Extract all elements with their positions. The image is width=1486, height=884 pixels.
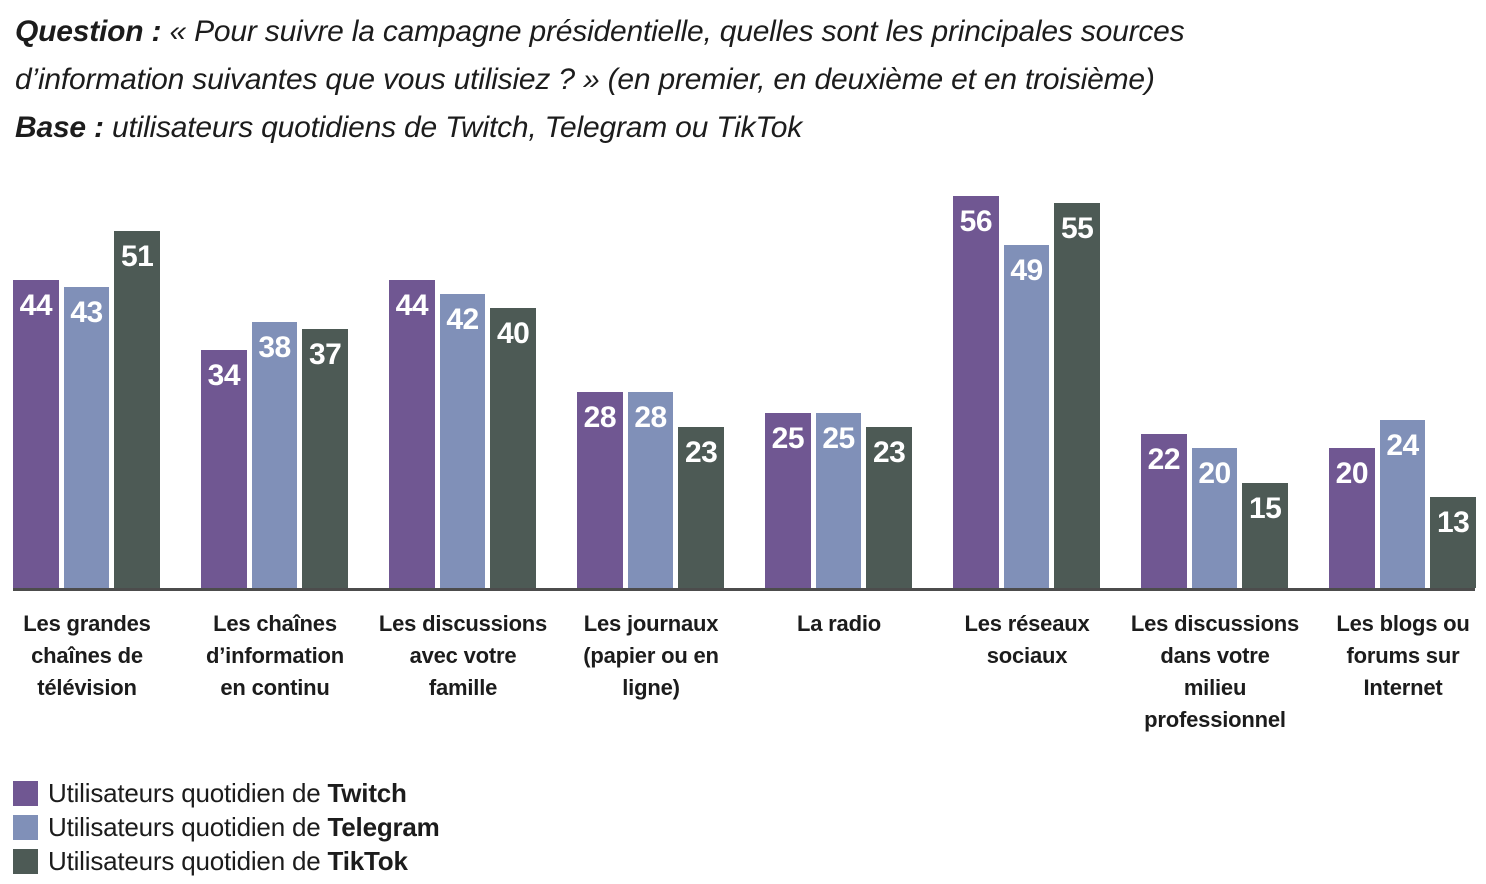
category-label: Les discussions avec votre famille xyxy=(378,611,548,700)
bar-telegram: 43 xyxy=(63,287,110,588)
question-line-2: d’information suivantes que vous utilisi… xyxy=(15,56,1476,104)
bar-telegram: 49 xyxy=(1003,245,1050,588)
bar-value-label: 37 xyxy=(308,338,342,371)
bar-group: 28 28 23 xyxy=(577,168,725,588)
legend-label-brand: Twitch xyxy=(327,777,407,808)
bar-telegram: 20 xyxy=(1191,448,1238,588)
bar-value-label: 20 xyxy=(1198,457,1231,490)
legend-label-prefix: Utilisateurs quotidien de xyxy=(48,811,328,842)
legend-label: Utilisateurs quotidien de Twitch xyxy=(48,778,407,809)
category-label: Les réseaux sociaux xyxy=(964,611,1090,668)
bar-tiktok: 55 xyxy=(1054,203,1101,588)
legend-label: Utilisateurs quotidien de Telegram xyxy=(48,812,440,843)
bar-value-label: 34 xyxy=(207,359,241,392)
bar-group: 56 49 55 xyxy=(953,168,1101,588)
legend-item-telegram: Utilisateurs quotidien de Telegram xyxy=(13,810,1486,844)
bar-group: 44 42 40 xyxy=(389,168,537,588)
base-line: Base : utilisateurs quotidiens de Twitch… xyxy=(15,104,1476,152)
bar-twitch: 34 xyxy=(201,350,247,588)
legend-label-prefix: Utilisateurs quotidien de xyxy=(48,845,328,876)
bar-value-label: 40 xyxy=(496,317,530,350)
bar-value-label: 23 xyxy=(684,436,718,469)
bar-value-label: 24 xyxy=(1386,429,1419,462)
legend-label: Utilisateurs quotidien de TikTok xyxy=(48,846,408,877)
bar-value-label: 44 xyxy=(19,289,53,322)
bar-value-label: 51 xyxy=(120,240,154,273)
bar-twitch: 22 xyxy=(1141,434,1187,588)
bar-twitch: 56 xyxy=(953,196,999,588)
category-label: Les blogs ou forums sur Internet xyxy=(1336,611,1470,700)
bar-value-label: 44 xyxy=(395,289,429,322)
bar-tiktok: 37 xyxy=(302,329,349,588)
bar-group: 44 43 51 xyxy=(13,168,161,588)
question-prefix: Question : xyxy=(15,15,162,48)
bar-group: 20 24 13 xyxy=(1329,168,1477,588)
bar-value-label: 43 xyxy=(70,296,103,329)
bar-twitch: 28 xyxy=(577,392,623,588)
bar-group: 34 38 37 xyxy=(201,168,349,588)
bar-twitch: 20 xyxy=(1329,448,1375,588)
legend-label-brand: TikTok xyxy=(327,845,408,876)
base-prefix: Base : xyxy=(15,111,104,144)
category-label: Les discussions dans votre milieu profes… xyxy=(1130,611,1300,732)
bar-value-label: 56 xyxy=(959,205,993,238)
bar-twitch: 25 xyxy=(765,413,811,588)
base-text: utilisateurs quotidiens de Twitch, Teleg… xyxy=(103,111,803,144)
bar-value-label: 20 xyxy=(1335,457,1369,490)
chart-legend: Utilisateurs quotidien de Twitch Utilisat… xyxy=(13,776,1486,878)
legend-swatch-icon xyxy=(13,780,38,806)
bar-telegram: 25 xyxy=(815,413,862,588)
bar-value-label: 15 xyxy=(1248,492,1282,525)
legend-item-twitch: Utilisateurs quotidien de Twitch xyxy=(13,776,1486,810)
legend-item-tiktok: Utilisateurs quotidien de TikTok xyxy=(13,844,1486,878)
category-label: Les grandes chaînes de télévision xyxy=(23,611,151,700)
bar-telegram: 38 xyxy=(251,322,298,588)
bar-value-label: 13 xyxy=(1436,506,1470,539)
legend-swatch-icon xyxy=(13,814,38,840)
bar-chart-plot-area: 44 43 51 34 38 37 44 42 40 28 28 23 25 25 23 56 49 55 22 20… xyxy=(13,168,1477,588)
bar-value-label: 28 xyxy=(583,401,617,434)
bar-value-label: 49 xyxy=(1010,254,1043,287)
question-text-2: d’information suivantes que vous utilisi… xyxy=(15,63,1155,96)
bar-tiktok: 40 xyxy=(490,308,537,588)
question-line-1: Question : « Pour suivre la campagne pré… xyxy=(15,8,1476,56)
bar-telegram: 24 xyxy=(1379,420,1426,588)
bar-value-label: 28 xyxy=(634,401,667,434)
legend-swatch-icon xyxy=(13,848,38,874)
bar-telegram: 28 xyxy=(627,392,674,588)
bar-group: 25 25 23 xyxy=(765,168,913,588)
bar-tiktok: 23 xyxy=(866,427,913,588)
category-label: Les journaux (papier ou en ligne) xyxy=(583,611,719,700)
bar-telegram: 42 xyxy=(439,294,486,588)
legend-label-prefix: Utilisateurs quotidien de xyxy=(48,777,328,808)
bar-tiktok: 15 xyxy=(1242,483,1289,588)
chart-header: Question : « Pour suivre la campagne pré… xyxy=(0,0,1486,152)
bar-tiktok: 13 xyxy=(1430,497,1477,588)
category-labels-row: Les grandes chaînes de télévision Les cha… xyxy=(0,608,1486,736)
bar-tiktok: 23 xyxy=(678,427,725,588)
bar-twitch: 44 xyxy=(13,280,59,588)
legend-label-brand: Telegram xyxy=(327,811,440,842)
bar-value-label: 25 xyxy=(771,422,805,455)
bar-value-label: 55 xyxy=(1060,212,1094,245)
category-label: La radio xyxy=(797,611,881,636)
category-label: Les chaînes d’information en continu xyxy=(206,611,344,700)
bar-value-label: 42 xyxy=(446,303,479,336)
bar-value-label: 23 xyxy=(872,436,906,469)
question-text-1: « Pour suivre la campagne présidentielle… xyxy=(161,15,1185,48)
bar-group: 22 20 15 xyxy=(1141,168,1289,588)
bar-tiktok: 51 xyxy=(114,231,161,588)
bar-twitch: 44 xyxy=(389,280,435,588)
bar-value-label: 25 xyxy=(822,422,855,455)
bar-value-label: 22 xyxy=(1147,443,1181,476)
bar-value-label: 38 xyxy=(258,331,291,364)
x-axis-line xyxy=(13,588,1475,591)
